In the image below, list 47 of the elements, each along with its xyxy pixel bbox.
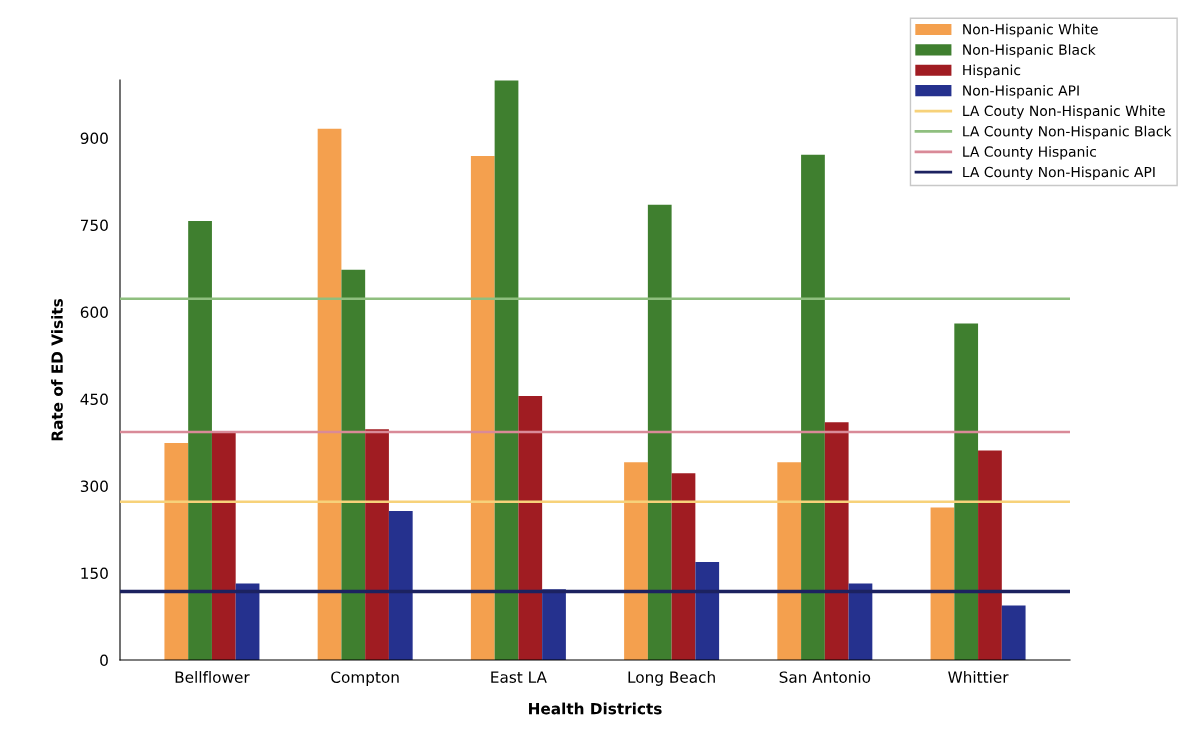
y-axis-title: Rate of ED Visits xyxy=(51,298,63,441)
bar xyxy=(388,510,413,660)
x-tick-label: Compton xyxy=(331,671,399,686)
bar xyxy=(824,422,849,660)
bar xyxy=(1001,605,1026,660)
legend-label: LA County Hispanic xyxy=(963,146,1096,160)
bar xyxy=(647,204,672,660)
bar xyxy=(365,429,389,660)
bar xyxy=(695,561,720,660)
x-tick-label: East LA xyxy=(491,671,547,683)
legend-label: LA County Non-Hispanic Black xyxy=(963,125,1172,140)
x-tick-label: San Antonio xyxy=(779,671,871,683)
bar xyxy=(341,269,366,660)
bar xyxy=(671,473,696,660)
bar xyxy=(848,583,873,660)
y-tick-label: 300 xyxy=(80,480,108,493)
legend-label: LA County Non-Hispanic API xyxy=(963,166,1155,180)
y-tick-label: 0 xyxy=(100,654,108,667)
bar xyxy=(777,462,802,660)
legend-label: Non-Hispanic API xyxy=(963,84,1079,99)
legend-label: Non-Hispanic Black xyxy=(963,44,1096,58)
x-axis-title: Health Districts xyxy=(529,702,662,715)
bar xyxy=(211,432,236,660)
bar xyxy=(518,396,543,660)
x-tick-label: Whittier xyxy=(948,671,1009,683)
bar xyxy=(164,443,189,660)
y-tick-label: 600 xyxy=(80,306,108,319)
bar xyxy=(188,220,212,660)
bar xyxy=(470,155,495,660)
y-tick-label: 900 xyxy=(80,132,108,145)
bar xyxy=(624,462,648,660)
legend-label: Non-Hispanic White xyxy=(963,23,1098,38)
bar xyxy=(317,128,342,660)
bar xyxy=(801,154,825,660)
bar xyxy=(235,583,260,660)
x-tick-label: Bellflower xyxy=(175,671,250,683)
y-tick-label: 450 xyxy=(80,393,108,406)
bar xyxy=(954,323,979,660)
legend-label: Hispanic xyxy=(963,64,1021,79)
legend-label: LA Couty Non-Hispanic White xyxy=(963,105,1165,119)
x-tick-label: Long Beach xyxy=(628,671,715,686)
y-tick-label: 150 xyxy=(81,567,108,580)
bar xyxy=(930,507,955,660)
bar xyxy=(494,80,519,660)
bar xyxy=(978,450,1002,660)
bar xyxy=(542,589,566,660)
y-tick-label: 750 xyxy=(80,219,108,232)
